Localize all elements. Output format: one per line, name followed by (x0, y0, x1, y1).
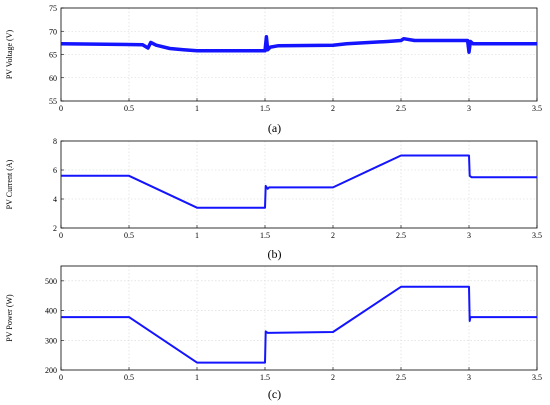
y-axis-label-a: PV Voltage (V) (5, 30, 14, 80)
x-tick-label: 3 (467, 231, 471, 240)
caption-b: (b) (268, 247, 282, 261)
series-line-c (61, 285, 537, 364)
y-tick-label: 60 (49, 74, 57, 83)
x-tick-label: 0 (59, 104, 63, 113)
x-tick-label: 3.5 (532, 231, 542, 240)
y-tick-label: 75 (49, 4, 57, 13)
x-tick-label: 1.5 (260, 231, 270, 240)
y-tick-label: 8 (53, 137, 57, 146)
panel-a: 0 0.5 1 1.5 2 2.5 3 3.5 55 60 65 70 75 PV Voltage (V… (5, 4, 542, 135)
x-tick-label: 0 (59, 231, 63, 240)
x-tick-label: 3.5 (532, 373, 542, 382)
y-tick-label: 2 (53, 224, 57, 233)
y-axis-label-b: PV Current (A) (5, 159, 14, 209)
ticks-c: 0 0.5 1 1.5 2 2.5 3 3.5 200 300 400 500 (45, 277, 542, 382)
ticks-b: 0 0.5 1 1.5 2 2.5 3 3.5 2 4 6 8 (53, 137, 542, 240)
x-tick-label: 3 (467, 104, 471, 113)
y-tick-label: 4 (53, 195, 57, 204)
y-axis-label-c: PV Power (W) (5, 294, 14, 342)
x-tick-label: 1 (195, 373, 199, 382)
x-tick-label: 2 (331, 104, 335, 113)
grid-c (61, 266, 537, 370)
panel-b: 0 0.5 1 1.5 2 2.5 3 3.5 2 4 6 8 PV Current (A) (b) (5, 137, 542, 261)
y-tick-label: 200 (45, 366, 57, 375)
y-tick-label: 65 (49, 51, 57, 60)
x-tick-label: 2.5 (396, 231, 406, 240)
series-line-a (60, 35, 537, 54)
x-tick-label: 0.5 (124, 231, 134, 240)
series-line-b (61, 154, 537, 209)
x-tick-label: 2 (331, 231, 335, 240)
caption-a: (a) (268, 121, 281, 135)
y-tick-label: 500 (45, 277, 57, 286)
x-tick-label: 1 (195, 231, 199, 240)
x-tick-label: 1 (195, 104, 199, 113)
caption-c: (c) (268, 387, 281, 401)
grid-b (61, 141, 537, 228)
x-tick-label: 1.5 (260, 104, 270, 113)
ticks-a: 0 0.5 1 1.5 2 2.5 3 3.5 55 60 65 70 75 (49, 4, 542, 113)
x-tick-label: 0.5 (124, 104, 134, 113)
y-tick-label: 70 (49, 27, 57, 36)
x-tick-label: 1.5 (260, 373, 270, 382)
y-tick-label: 400 (45, 307, 57, 316)
x-tick-label: 3 (467, 373, 471, 382)
x-tick-label: 3.5 (532, 104, 542, 113)
x-tick-label: 2.5 (396, 373, 406, 382)
y-tick-label: 55 (49, 97, 57, 106)
x-tick-label: 0.5 (124, 373, 134, 382)
panel-c: 0 0.5 1 1.5 2 2.5 3 3.5 200 300 400 500 PV Power (W… (5, 265, 542, 401)
x-tick-label: 2 (331, 373, 335, 382)
x-tick-label: 2.5 (396, 104, 406, 113)
y-tick-label: 6 (53, 166, 57, 175)
y-tick-label: 300 (45, 336, 57, 345)
plot-frame-b (60, 140, 538, 229)
grid-a (61, 8, 537, 101)
plot-frame-c (60, 265, 538, 371)
x-tick-label: 0 (59, 373, 63, 382)
